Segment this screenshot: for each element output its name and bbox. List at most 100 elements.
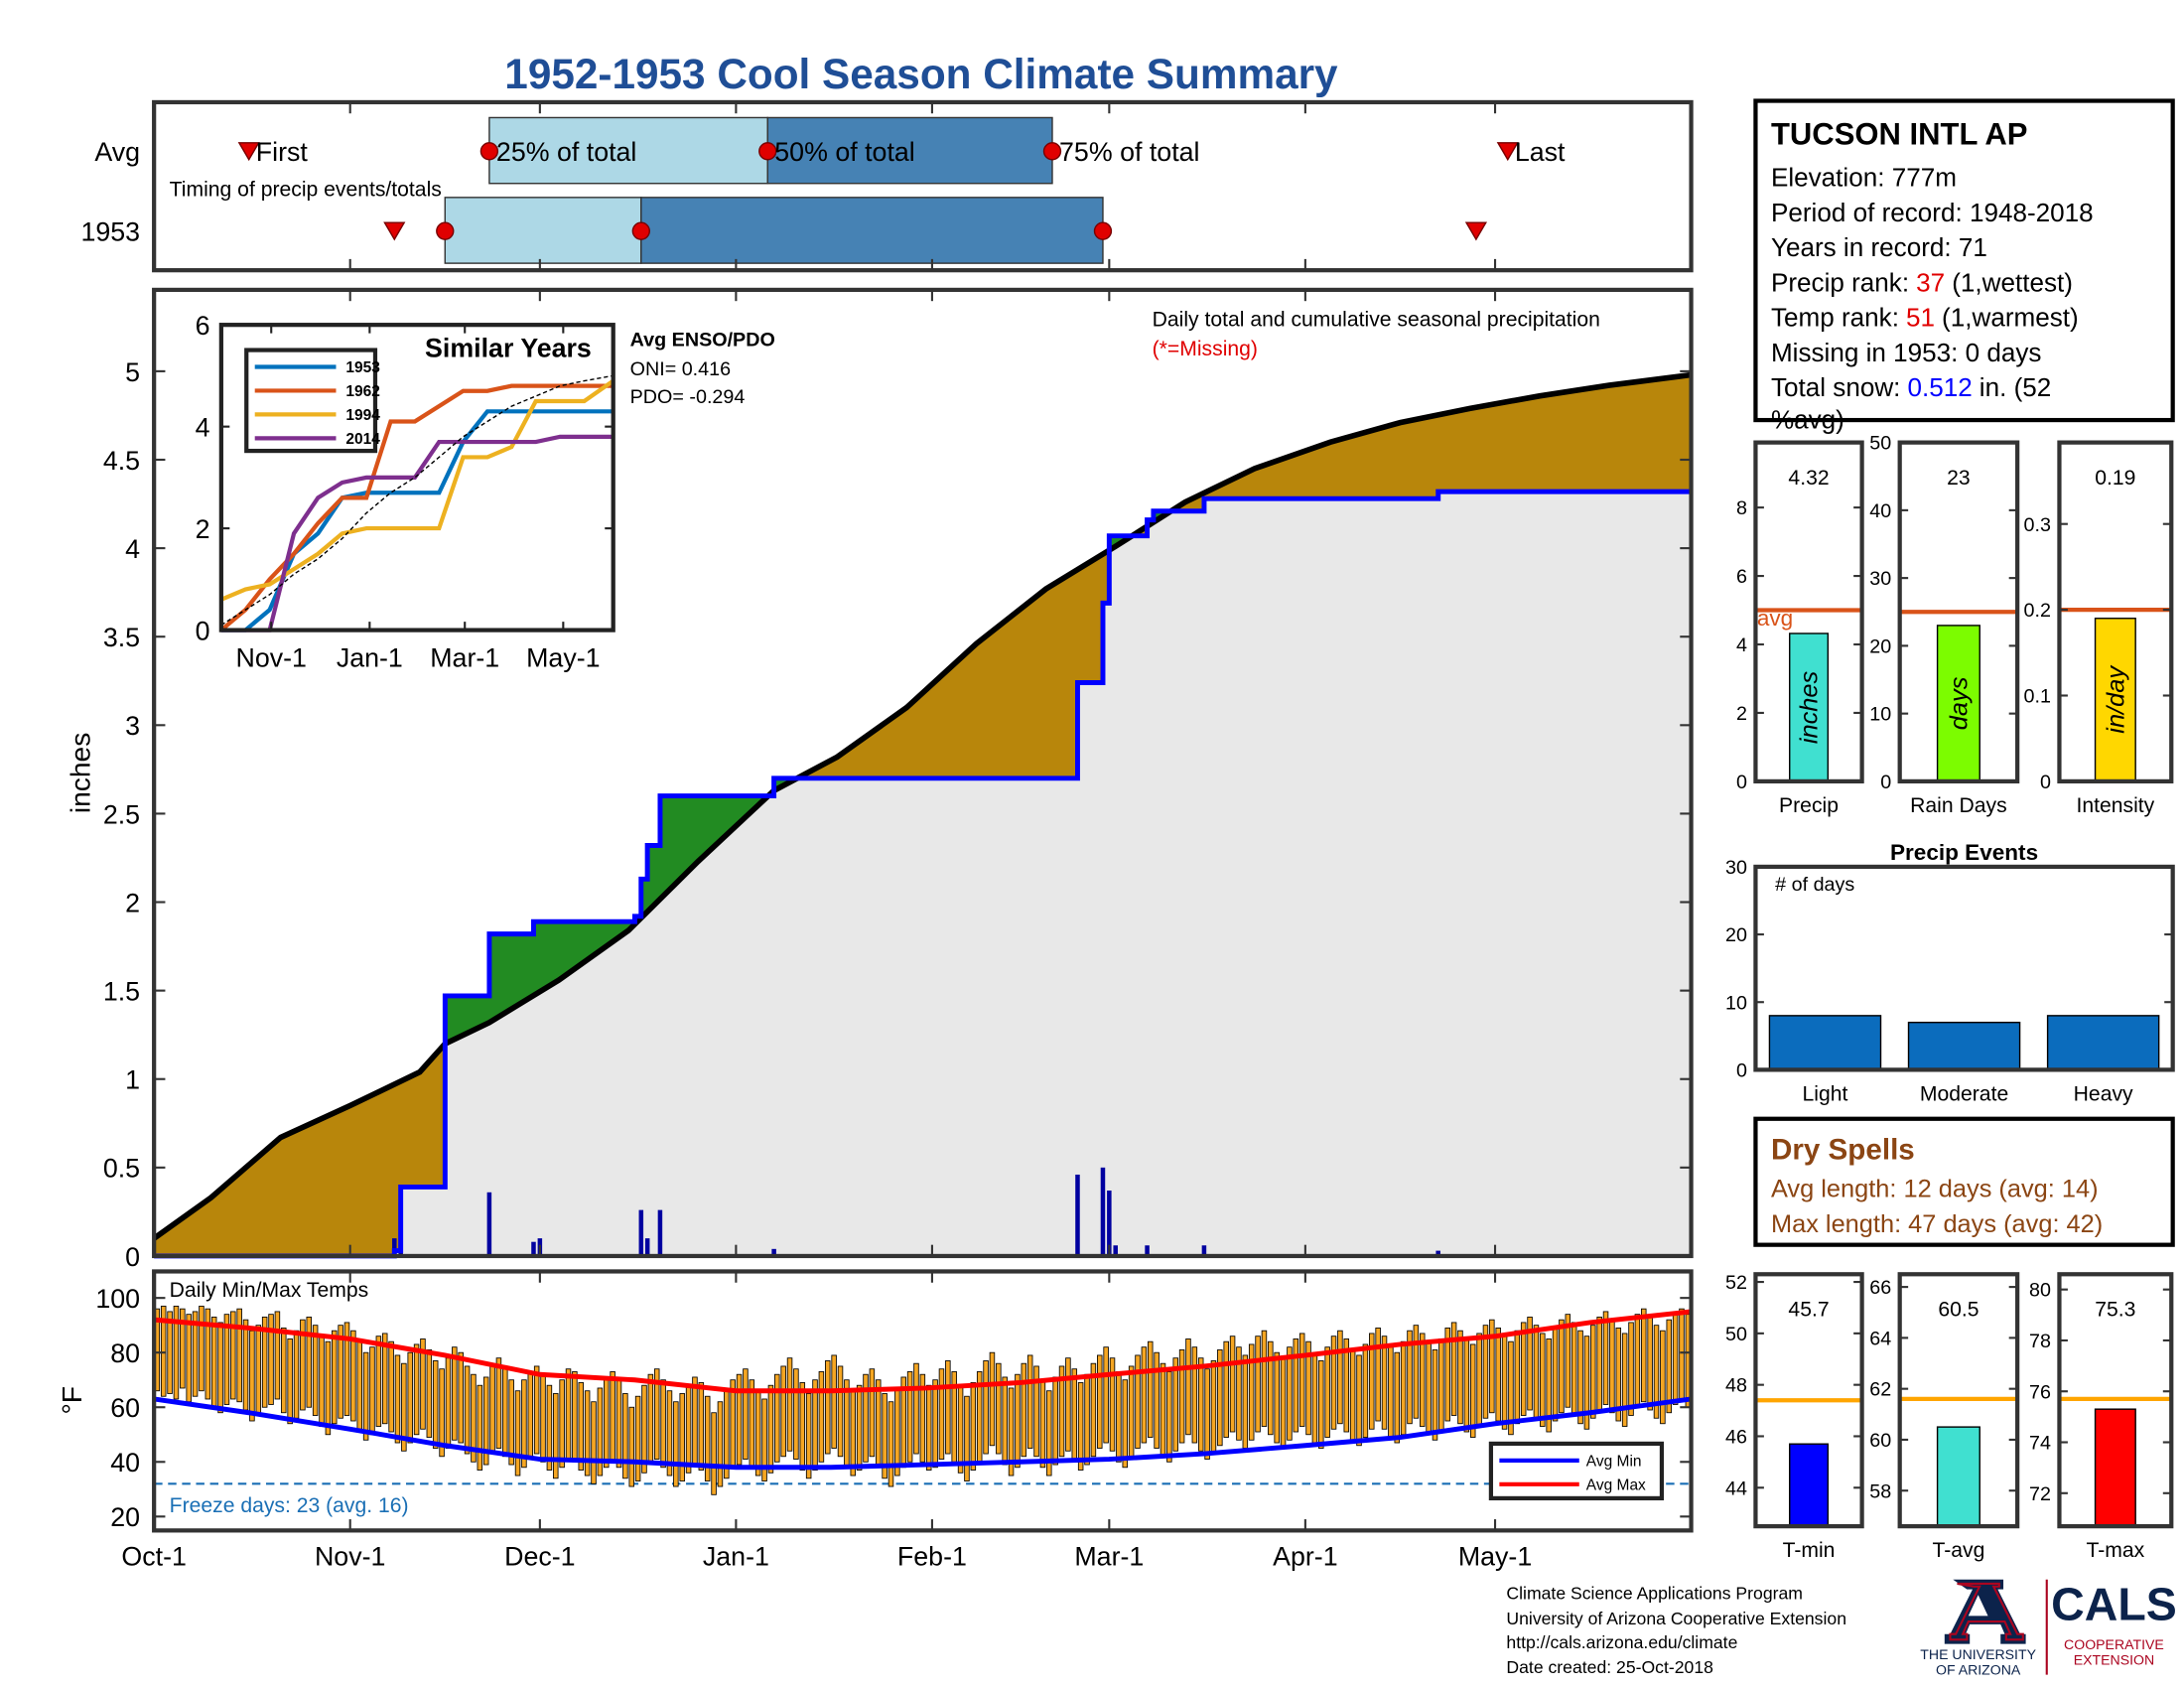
temp-range-bar	[1287, 1346, 1293, 1441]
temp-range-bar	[1463, 1338, 1470, 1433]
y-tick-label: 62	[1869, 1379, 1891, 1401]
temp-range-bar	[1450, 1322, 1457, 1416]
temp-range-bar	[799, 1382, 806, 1471]
temp-range-bar	[445, 1357, 452, 1449]
temp-range-bar	[1026, 1354, 1033, 1449]
temp-range-bar	[717, 1401, 724, 1487]
y-tick-label: 64	[1869, 1328, 1891, 1349]
timing-note: Timing of precip events/totals	[170, 178, 442, 201]
y-tick-label: 0	[125, 1242, 140, 1272]
value-label: 45.7	[1788, 1299, 1829, 1322]
footer-line: Date created: 25-Oct-2018	[1506, 1657, 1713, 1677]
temp-range-bar	[1621, 1333, 1628, 1427]
enso-value: ONI= 0.416	[630, 358, 732, 380]
temp-range-bar	[831, 1354, 837, 1449]
temp-range-bar	[1457, 1330, 1463, 1425]
event-marker	[237, 142, 260, 162]
temp-range-bar	[1432, 1349, 1438, 1441]
temp-range-bar	[1280, 1357, 1287, 1449]
bar	[1768, 1015, 1882, 1071]
panel-frame	[2057, 1272, 2174, 1529]
daily-precip-bar	[1075, 1174, 1080, 1256]
y-tick-label: 40	[1869, 500, 1891, 522]
temp-range-bar	[1527, 1316, 1533, 1411]
temp-range-bar	[850, 1390, 857, 1477]
extension-name: EXTENSION	[2074, 1652, 2154, 1668]
temp-range-bar	[1229, 1336, 1236, 1433]
quartile-box	[640, 197, 1104, 264]
snow-value: 0.512	[1907, 372, 1972, 402]
temp-range-bar	[1052, 1376, 1058, 1466]
missing-note: (*=Missing)	[1153, 338, 1258, 360]
x-tick-label: Jan-1	[337, 642, 403, 672]
y-tick-label: 3	[125, 711, 140, 741]
x-tick-label: Nov-1	[235, 642, 306, 672]
total-marker	[1042, 142, 1062, 161]
temp-range-bar	[919, 1373, 926, 1463]
temp-range-bar	[970, 1382, 977, 1471]
x-tick-label: May-1	[1458, 1542, 1532, 1572]
temp-range-bar	[1318, 1360, 1324, 1449]
x-tick-label: Dec-1	[504, 1542, 575, 1572]
daily-precip-bar	[638, 1209, 644, 1256]
temp-range-bar	[1324, 1346, 1330, 1438]
temp-range-bar	[1141, 1346, 1148, 1444]
temp-range-bar	[255, 1325, 262, 1416]
temp-range-bar	[913, 1362, 919, 1455]
temp-range-bar	[1559, 1319, 1565, 1414]
temp-range-bar	[1647, 1316, 1653, 1411]
temp-range-bar	[1046, 1390, 1052, 1477]
temp-range-bar	[325, 1340, 332, 1436]
temp-range-bar	[869, 1368, 876, 1458]
university-name: THE UNIVERSITY	[1920, 1646, 2036, 1662]
temp-range-bar	[1628, 1322, 1634, 1416]
temp-title: Daily Min/Max Temps	[170, 1279, 369, 1302]
temp-range-bar	[508, 1379, 514, 1466]
temp-range-bar	[673, 1401, 679, 1487]
enso-value: PDO= -0.294	[630, 386, 746, 408]
temp-range-bar	[439, 1368, 445, 1458]
temp-range-bar	[1577, 1330, 1583, 1425]
y-tick-label: 0.2	[2024, 600, 2051, 622]
snow-label: Total snow:	[1771, 372, 1900, 402]
y-tick-label: 76	[2029, 1381, 2051, 1403]
inset-frame	[218, 323, 615, 633]
temp-range-bar	[1116, 1371, 1122, 1463]
category-label: Rain Days	[1910, 794, 2007, 817]
temp-range-bar	[641, 1384, 647, 1474]
temp-range-bar	[1533, 1325, 1540, 1419]
category-label: Heavy	[2074, 1082, 2133, 1105]
temp-range-bar	[610, 1371, 615, 1463]
y-tick-label: 1	[125, 1065, 140, 1095]
temp-range-bar	[1065, 1357, 1071, 1452]
temp-range-bar	[754, 1390, 761, 1477]
temp-range-bar	[932, 1379, 938, 1469]
temp-range-bar	[1356, 1354, 1362, 1447]
bar	[1789, 1443, 1830, 1527]
temp-range-bar	[1508, 1340, 1514, 1436]
temp-range-bar	[338, 1325, 343, 1419]
y-tick-label: 30	[1869, 568, 1891, 590]
temp-range-bar	[1444, 1328, 1450, 1422]
bar	[2094, 618, 2136, 782]
temp-range-bar	[1565, 1314, 1571, 1408]
y-tick-label: 0.5	[103, 1154, 140, 1184]
x-tick-label: Apr-1	[1273, 1542, 1338, 1572]
daily-precip-bar	[392, 1238, 397, 1256]
average-temp-line	[153, 1309, 1692, 1394]
temp-range-bar	[369, 1346, 375, 1436]
temp-range-bar	[268, 1314, 274, 1405]
temp-range-bar	[546, 1384, 553, 1471]
temp-range-bar	[482, 1376, 489, 1466]
temp-range-bar	[1015, 1373, 1021, 1469]
y-tick-label: 2	[125, 888, 140, 917]
y-tick-label: 80	[110, 1338, 140, 1368]
temp-range-bar	[591, 1401, 597, 1484]
y-tick-label: 46	[1725, 1427, 1747, 1449]
daily-precip-bar	[1113, 1245, 1118, 1256]
y-tick-label: 74	[2029, 1433, 2051, 1455]
temp-range-bar	[1469, 1343, 1476, 1438]
total-marker	[631, 221, 650, 240]
temp-range-bar	[1033, 1365, 1039, 1458]
